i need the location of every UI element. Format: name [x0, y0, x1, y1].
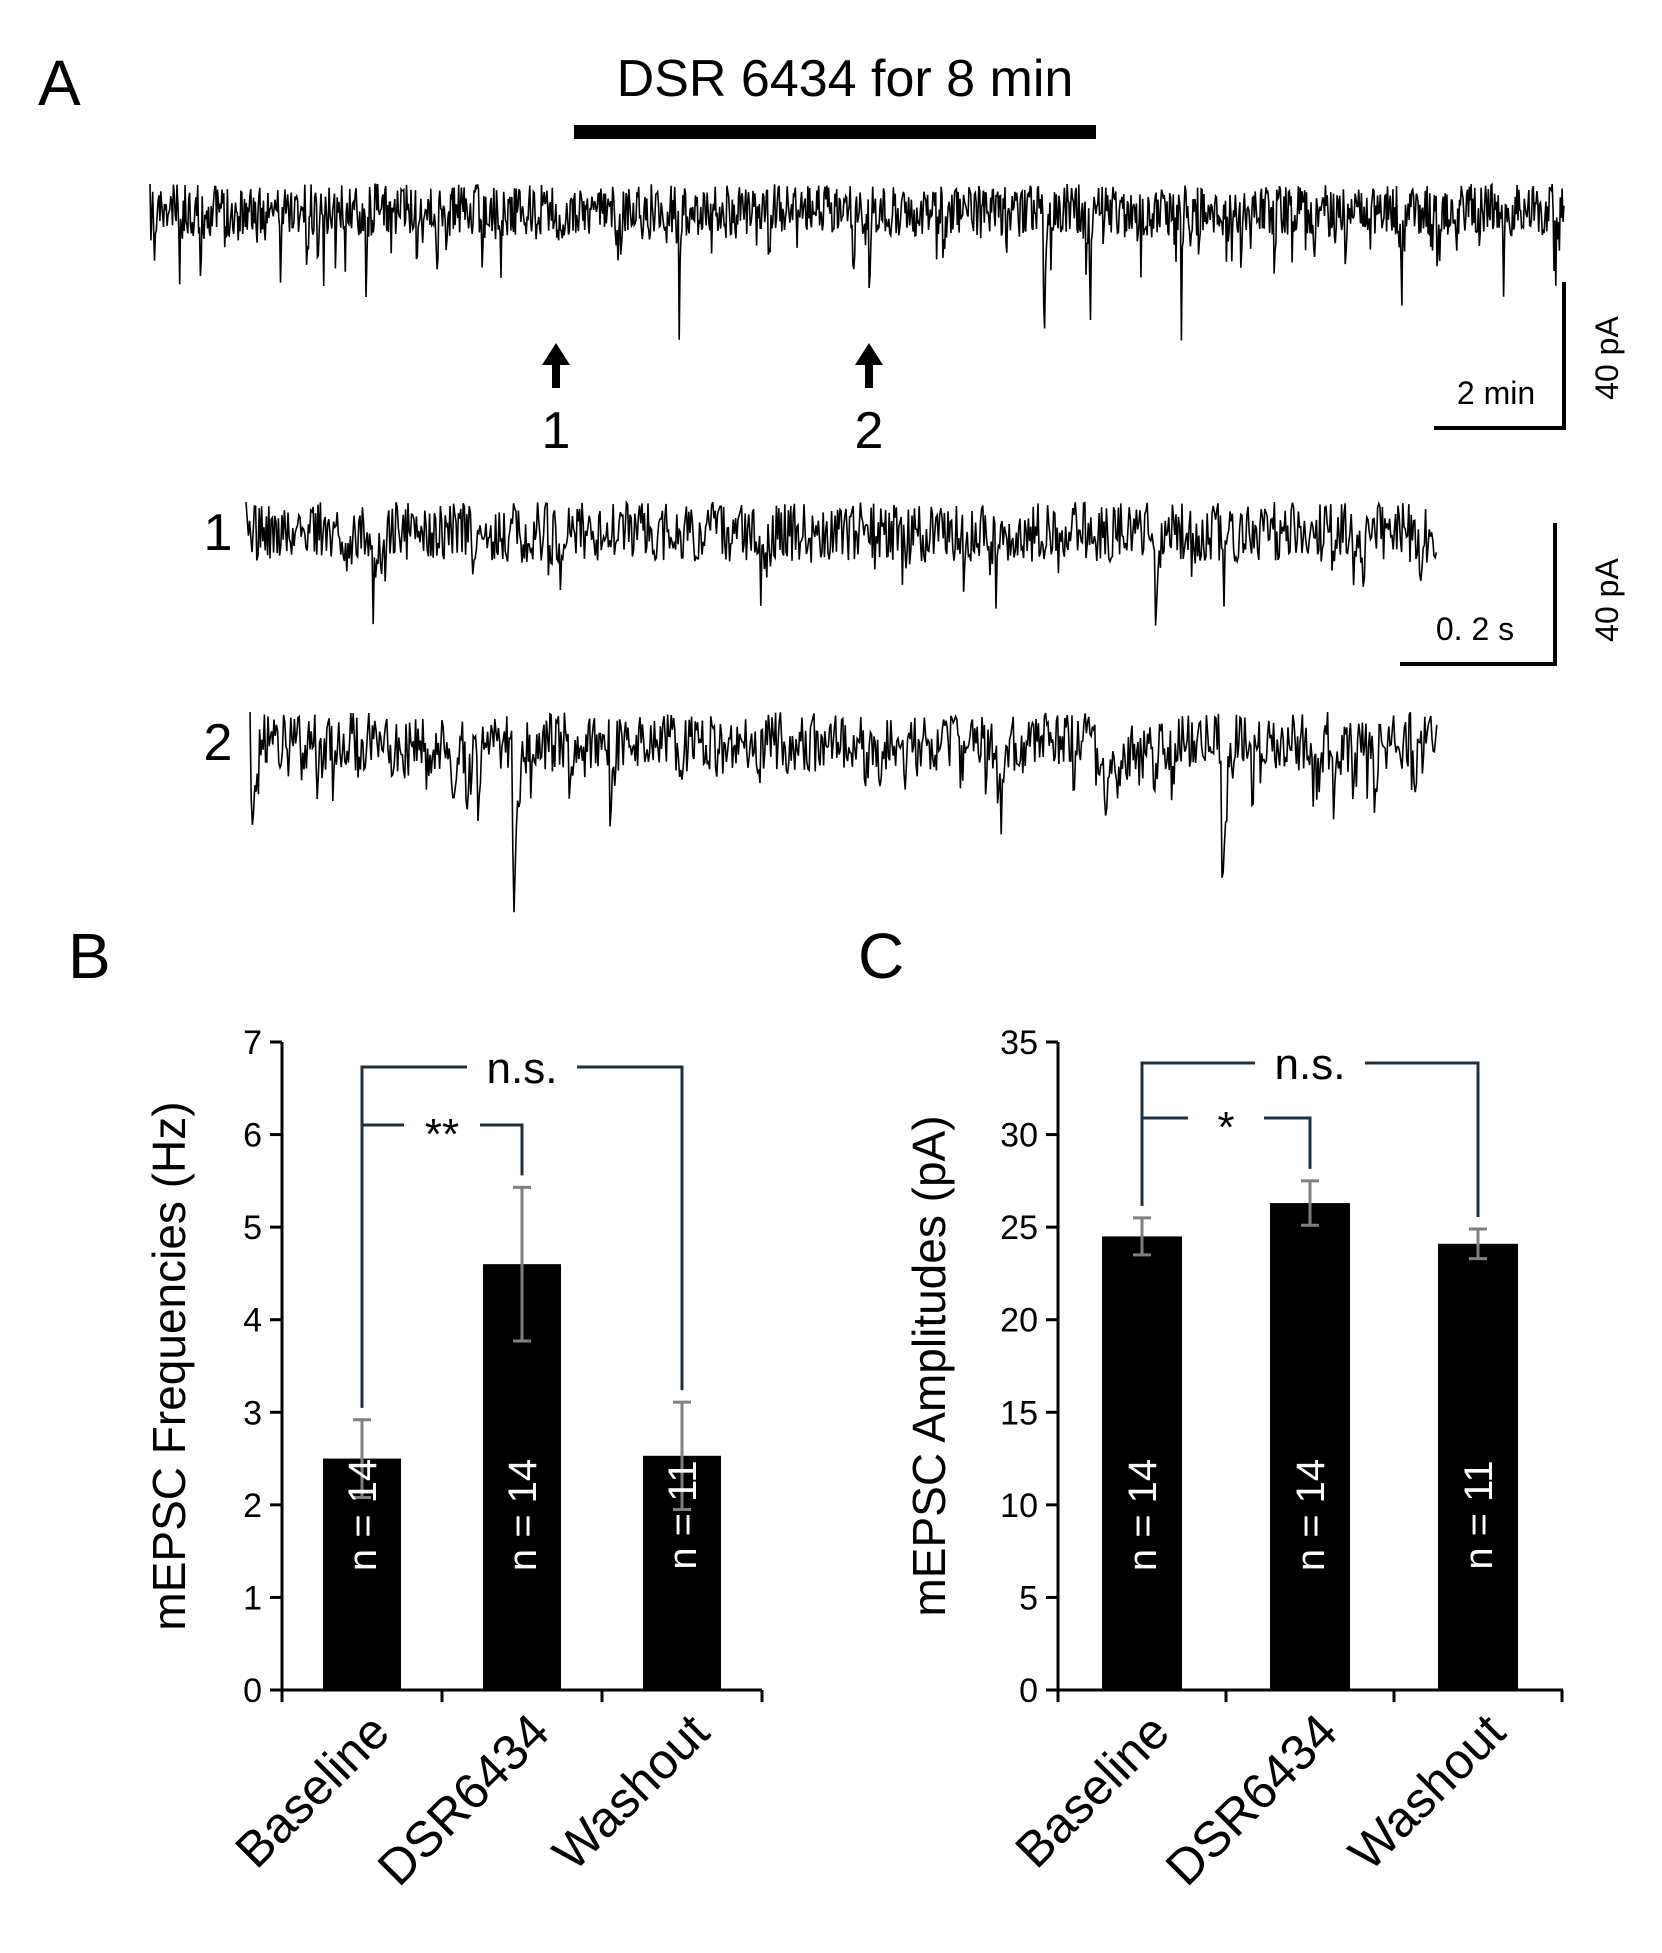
zoom-scale-time: 0. 2 s: [1436, 611, 1514, 647]
y-tick-label: 6: [243, 1117, 262, 1155]
y-tick-label: 0: [1019, 1672, 1038, 1710]
significance-label: n.s.: [487, 1044, 558, 1093]
y-tick-label: 5: [1019, 1579, 1038, 1617]
n-label: n = 14: [341, 1459, 385, 1571]
overview-trace: [149, 182, 1565, 341]
marker-arrow-2: [855, 343, 883, 388]
amplitude-bar-chart: 0 5 10 15 20 25 30 35 mEPSC Amplitudes (pA) n = 1…: [903, 1024, 1564, 1896]
bar: [1438, 1243, 1518, 1690]
trace-label-1: 1: [204, 504, 233, 562]
trace-label-2: 2: [204, 714, 233, 772]
n-label: n = 14: [1289, 1459, 1333, 1571]
y-tick-label: 10: [1000, 1487, 1038, 1525]
category-label: Washout: [1338, 1703, 1516, 1881]
zoom-scale-bar: [1400, 523, 1557, 666]
significance-bracket: [1140, 1116, 1312, 1206]
y-axis-label: mEPSC Amplitudes (pA): [903, 1115, 955, 1616]
y-tick-label: 25: [1000, 1209, 1038, 1247]
y-tick-label: 30: [1000, 1117, 1038, 1155]
zoom-trace-1: [245, 500, 1438, 626]
y-tick-label: 20: [1000, 1302, 1038, 1340]
category-label: Washout: [542, 1703, 720, 1881]
category-label: DSR6434: [367, 1703, 560, 1896]
significance-label: *: [1217, 1103, 1234, 1152]
overview-scale-current: 40 pA: [1589, 316, 1625, 400]
significance-bracket: [360, 1123, 524, 1408]
marker-label-1: 1: [542, 402, 571, 460]
panel-a-label: A: [38, 47, 81, 119]
marker-label-2: 2: [855, 402, 884, 460]
category-label: Baseline: [1005, 1703, 1180, 1878]
n-label: n = 11: [1457, 1460, 1501, 1569]
y-tick-label: 7: [243, 1024, 262, 1062]
zoom-scale-current: 40 pA: [1589, 558, 1625, 642]
y-axis-label: mEPSC Frequencies (Hz): [143, 1101, 195, 1630]
y-tick-label: 5: [243, 1209, 262, 1247]
y-tick-label: 4: [243, 1302, 262, 1340]
zoom-trace-2: [249, 711, 1438, 913]
category-label: DSR6434: [1155, 1703, 1348, 1896]
bar: [1102, 1236, 1182, 1690]
y-tick-label: 1: [243, 1579, 262, 1617]
y-tick-label: 3: [243, 1394, 262, 1432]
overview-scale-time: 2 min: [1457, 375, 1535, 411]
significance-label: n.s.: [1275, 1040, 1346, 1089]
y-tick-label: 35: [1000, 1024, 1038, 1062]
n-label: n = 11: [661, 1460, 705, 1569]
y-tick-label: 15: [1000, 1394, 1038, 1432]
marker-arrow-1: [542, 343, 570, 388]
bar: [1270, 1203, 1350, 1690]
panel-c-label: C: [858, 920, 904, 992]
significance-label: **: [425, 1110, 459, 1159]
y-tick-label: 2: [243, 1487, 262, 1525]
y-tick-label: 0: [243, 1672, 262, 1710]
panel-b-label: B: [68, 920, 111, 992]
n-label: n = 14: [501, 1459, 545, 1571]
drug-application-label: DSR 6434 for 8 min: [617, 50, 1074, 108]
n-label: n = 14: [1121, 1459, 1165, 1571]
overview-scale-bar: [1434, 282, 1566, 430]
